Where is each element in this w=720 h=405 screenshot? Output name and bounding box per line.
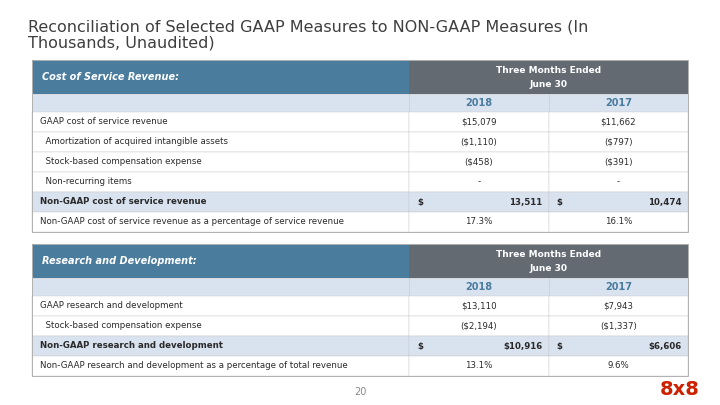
Text: Non-GAAP cost of service revenue as a percentage of service revenue: Non-GAAP cost of service revenue as a pe…	[40, 217, 344, 226]
Bar	[409, 172, 549, 192]
Bar	[409, 60, 688, 94]
Text: $11,662: $11,662	[600, 117, 636, 126]
Bar	[32, 316, 409, 336]
Text: Stock-based compensation expense: Stock-based compensation expense	[40, 322, 202, 330]
Text: 13,511: 13,511	[509, 198, 543, 207]
Bar	[32, 94, 409, 112]
Bar	[549, 296, 688, 316]
Bar	[549, 212, 688, 232]
Text: -: -	[617, 177, 620, 186]
Text: 17.3%: 17.3%	[465, 217, 492, 226]
Bar	[409, 112, 549, 132]
Text: $: $	[417, 198, 423, 207]
Text: ($1,110): ($1,110)	[461, 138, 498, 147]
Text: ($391): ($391)	[604, 158, 633, 166]
Bar	[409, 94, 549, 112]
Bar	[32, 356, 409, 376]
Text: June 30: June 30	[530, 264, 567, 273]
Text: 16.1%: 16.1%	[605, 217, 632, 226]
Bar	[549, 336, 688, 356]
Bar	[32, 60, 688, 232]
Text: $13,110: $13,110	[461, 301, 497, 311]
Bar	[32, 152, 409, 172]
Text: Three Months Ended: Three Months Ended	[496, 66, 601, 75]
Bar	[549, 94, 688, 112]
Text: $7,943: $7,943	[603, 301, 634, 311]
Text: Reconciliation of Selected GAAP Measures to NON-GAAP Measures (In: Reconciliation of Selected GAAP Measures…	[28, 20, 588, 35]
Text: $10,916: $10,916	[503, 341, 543, 350]
Bar	[549, 278, 688, 296]
Bar	[549, 316, 688, 336]
Bar	[409, 356, 549, 376]
Bar	[409, 336, 549, 356]
Text: 2017: 2017	[605, 98, 632, 108]
Text: Non-GAAP cost of service revenue: Non-GAAP cost of service revenue	[40, 198, 207, 207]
Text: $: $	[417, 341, 423, 350]
Text: Non-recurring items: Non-recurring items	[40, 177, 132, 186]
Text: 2018: 2018	[465, 98, 492, 108]
Text: Cost of Service Revenue:: Cost of Service Revenue:	[42, 72, 179, 82]
Text: 9.6%: 9.6%	[608, 362, 629, 371]
Bar	[32, 336, 409, 356]
Text: $6,606: $6,606	[649, 341, 682, 350]
Bar	[409, 132, 549, 152]
Text: GAAP cost of service revenue: GAAP cost of service revenue	[40, 117, 168, 126]
Bar	[549, 112, 688, 132]
Bar	[409, 212, 549, 232]
Text: Non-GAAP research and development: Non-GAAP research and development	[40, 341, 223, 350]
Text: 8x8: 8x8	[660, 380, 700, 399]
Bar	[32, 172, 409, 192]
Text: 13.1%: 13.1%	[465, 362, 492, 371]
Text: $: $	[557, 198, 562, 207]
Text: 2018: 2018	[465, 282, 492, 292]
Text: Stock-based compensation expense: Stock-based compensation expense	[40, 158, 202, 166]
Bar	[549, 192, 688, 212]
Bar	[32, 192, 409, 212]
Bar	[32, 296, 409, 316]
Text: ($1,337): ($1,337)	[600, 322, 636, 330]
Bar	[549, 132, 688, 152]
Text: 20: 20	[354, 387, 366, 397]
Bar	[409, 192, 549, 212]
Text: GAAP research and development: GAAP research and development	[40, 301, 183, 311]
Text: -: -	[477, 177, 480, 186]
Bar	[32, 278, 409, 296]
Bar	[32, 132, 409, 152]
Text: Amortization of acquired intangible assets: Amortization of acquired intangible asse…	[40, 138, 228, 147]
Text: ($797): ($797)	[604, 138, 633, 147]
Text: ($2,194): ($2,194)	[461, 322, 498, 330]
Text: $: $	[557, 341, 562, 350]
Bar	[409, 296, 549, 316]
Bar	[32, 244, 688, 376]
Text: Thousands, Unaudited): Thousands, Unaudited)	[28, 35, 215, 50]
Bar	[549, 356, 688, 376]
Bar	[32, 112, 409, 132]
Bar	[32, 60, 409, 94]
Text: Research and Development:: Research and Development:	[42, 256, 197, 266]
Text: 10,474: 10,474	[649, 198, 682, 207]
Text: Non-GAAP research and development as a percentage of total revenue: Non-GAAP research and development as a p…	[40, 362, 348, 371]
Bar	[409, 152, 549, 172]
Text: Three Months Ended: Three Months Ended	[496, 250, 601, 259]
Text: ($458): ($458)	[464, 158, 493, 166]
Bar	[409, 316, 549, 336]
Text: 2017: 2017	[605, 282, 632, 292]
Bar	[32, 212, 409, 232]
Bar	[409, 244, 688, 278]
Bar	[549, 172, 688, 192]
Text: $15,079: $15,079	[461, 117, 497, 126]
Bar	[409, 278, 549, 296]
Bar	[32, 244, 409, 278]
Text: June 30: June 30	[530, 80, 567, 89]
Bar	[549, 152, 688, 172]
